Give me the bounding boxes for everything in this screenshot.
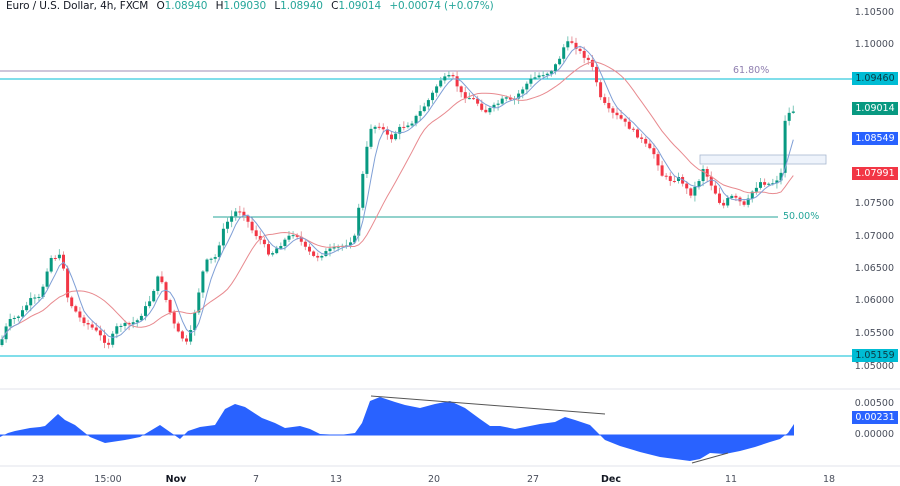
time-label: 27 xyxy=(526,474,540,485)
time-label: 11 xyxy=(724,474,738,485)
time-label: 18 xyxy=(822,474,836,485)
support-price-tag: 1.05159 xyxy=(852,349,898,362)
fib-50-label: 50.00% xyxy=(783,211,820,222)
slow-ma-line xyxy=(1,61,794,340)
resistance-price-tag: 1.09460 xyxy=(852,72,898,85)
time-label: 20 xyxy=(427,474,441,485)
price-tick: 1.10000 xyxy=(854,39,894,50)
price-tick: 1.05000 xyxy=(854,361,894,372)
time-label: 15:00 xyxy=(94,474,122,485)
symbol-title: Euro / U.S. Dollar, 4h, FXCM xyxy=(6,0,149,12)
time-label: 13 xyxy=(329,474,343,485)
price-tick: 1.07000 xyxy=(854,231,894,242)
change-value: +0.00074 (+0.07%) xyxy=(389,0,494,12)
time-label: 23 xyxy=(31,474,45,485)
oscillator-tick: 0.00000 xyxy=(854,429,894,440)
fast-ma-line xyxy=(1,45,794,340)
fast-ma-price-tag: 1.08549 xyxy=(852,132,898,145)
price-tick: 1.07500 xyxy=(854,198,894,209)
price-tick: 1.06500 xyxy=(854,263,894,274)
last-price-tag: 1.09014 xyxy=(852,102,898,115)
oscillator-area xyxy=(0,397,794,461)
open-value: O1.08940 xyxy=(156,0,208,12)
oscillator-value-tag: 0.00231 xyxy=(852,411,898,424)
price-tick: 1.10500 xyxy=(854,7,894,18)
oscillator-tick: 0.00500 xyxy=(854,398,894,409)
low-value: L1.08940 xyxy=(274,0,323,12)
chart-legend: Euro / U.S. Dollar, 4h, FXCM O1.08940 H1… xyxy=(6,0,499,14)
slow-ma-price-tag: 1.07991 xyxy=(852,167,898,180)
time-label: Dec xyxy=(601,474,621,485)
candlesticks xyxy=(0,36,795,349)
time-label: Nov xyxy=(165,474,187,485)
breakout-zone-box[interactable] xyxy=(699,154,827,165)
oscillator-divergence-line-bottom[interactable] xyxy=(691,452,729,464)
close-value: C1.09014 xyxy=(331,0,382,12)
high-value: H1.09030 xyxy=(215,0,267,12)
fib-618-label: 61.80% xyxy=(733,65,770,76)
oscillator-divergence-line-top[interactable] xyxy=(370,395,606,415)
time-label: 7 xyxy=(252,474,260,485)
price-tick: 1.05500 xyxy=(854,328,894,339)
price-tick: 1.06000 xyxy=(854,295,894,306)
